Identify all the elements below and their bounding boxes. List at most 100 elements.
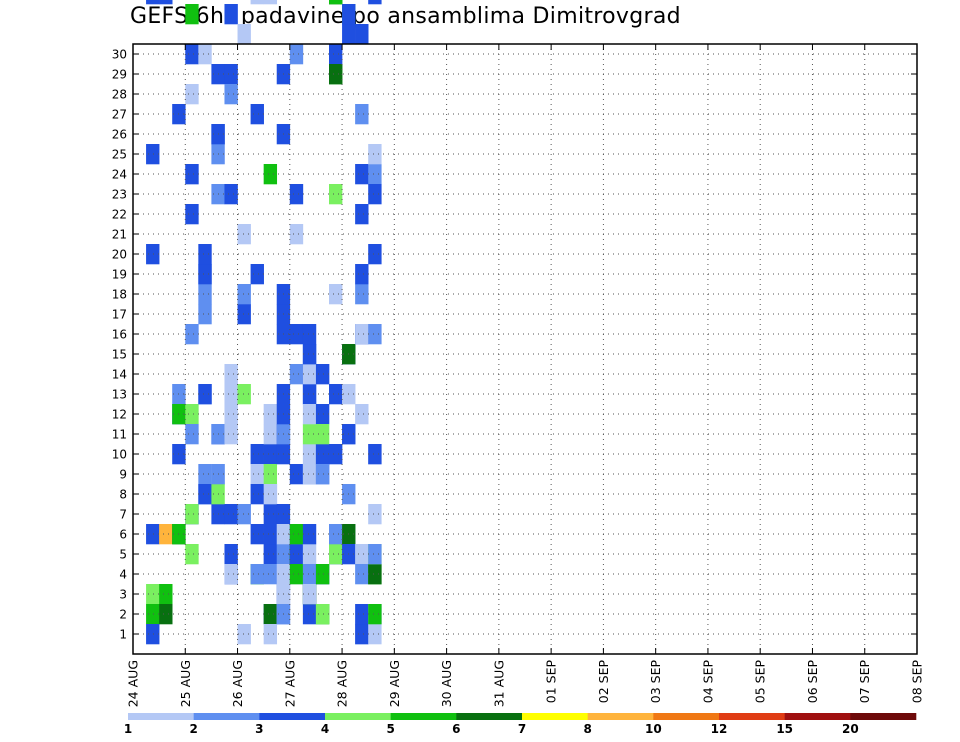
heatmap-cell (302, 584, 317, 605)
x-tick-label: 02 SEP (596, 660, 611, 704)
heatmap-cell (302, 544, 317, 565)
colorbar-swatch (456, 713, 523, 720)
y-tick-label: 16 (112, 328, 127, 342)
heatmap-cell (146, 524, 160, 545)
heatmap-cell (368, 544, 382, 565)
x-tick-label: 01 SEP (544, 660, 559, 704)
heatmap-cell (315, 404, 330, 425)
heatmap-cell (250, 524, 264, 545)
heatmap-cell (159, 604, 173, 625)
heatmap-cell (237, 384, 251, 405)
heatmap-cell (302, 344, 317, 365)
y-axis-ticks: 1234567891011121314151617181920212223242… (112, 48, 917, 642)
heatmap-cell (185, 204, 199, 225)
heatmap-cell (355, 564, 369, 585)
heatmap-cell (263, 624, 278, 645)
heatmap-cell (185, 544, 199, 565)
colorbar-swatch (193, 713, 260, 720)
y-tick-label: 11 (112, 428, 127, 442)
y-tick-label: 2 (119, 608, 127, 622)
y-tick-label: 27 (112, 108, 127, 122)
heatmap-cell (289, 44, 304, 65)
heatmap-cell (263, 524, 278, 545)
colorbar-label: 5 (386, 722, 394, 736)
heatmap-cell (146, 624, 160, 645)
heatmap-cell (289, 224, 304, 245)
heatmap-cell (329, 184, 343, 205)
heatmap-cell (198, 464, 212, 485)
heatmap-cell (289, 524, 304, 545)
heatmap-cell (250, 104, 264, 125)
y-tick-label: 8 (119, 488, 127, 502)
heatmap-cell (263, 464, 278, 485)
heatmap-cell (237, 504, 251, 525)
heatmap-cell (355, 24, 369, 45)
heatmap-cell (329, 64, 343, 85)
heatmap-cell (302, 444, 317, 465)
heatmap-cell (355, 204, 369, 225)
heatmap-cell (224, 424, 238, 445)
heatmap-cell (368, 244, 382, 265)
heatmap-cell (185, 164, 199, 185)
colorbar-label: 10 (645, 722, 662, 736)
heatmap-cell (263, 164, 278, 185)
y-tick-label: 14 (112, 368, 127, 382)
heatmap-cell (302, 384, 317, 405)
heatmap-cell (263, 504, 278, 525)
heatmap-cell (224, 384, 238, 405)
heatmap-cell (302, 464, 317, 485)
y-tick-label: 30 (112, 48, 127, 62)
y-tick-label: 23 (112, 188, 127, 202)
heatmap-cell (146, 0, 160, 5)
heatmap-cell (263, 484, 278, 505)
colorbar-label: 15 (776, 722, 793, 736)
x-tick-label: 07 SEP (857, 660, 872, 704)
heatmap-cell (289, 564, 304, 585)
heatmap-cell (368, 164, 382, 185)
heatmap-cell (185, 424, 199, 445)
heatmap-cell (329, 544, 343, 565)
heatmap-cell (250, 264, 264, 285)
heatmap-cell (289, 544, 304, 565)
y-tick-label: 19 (112, 268, 127, 282)
y-tick-label: 12 (112, 408, 127, 422)
y-tick-label: 17 (112, 308, 127, 322)
heatmap-cell (198, 484, 212, 505)
heatmap-cell (302, 604, 317, 625)
heatmap-cell (237, 224, 251, 245)
heatmap-cell (315, 564, 330, 585)
heatmap-cell (368, 0, 382, 5)
y-tick-label: 21 (112, 228, 127, 242)
heatmap-cell (198, 304, 212, 325)
heatmap-cell (198, 244, 212, 265)
heatmap-cell (355, 164, 369, 185)
heatmap-cell (250, 484, 264, 505)
colorbar-label: 12 (711, 722, 728, 736)
heatmap-cell (185, 4, 199, 25)
heatmap-cell (185, 324, 199, 345)
x-tick-label: 28 AUG (335, 660, 350, 707)
heatmap-cell (355, 324, 369, 345)
y-tick-label: 10 (112, 448, 127, 462)
heatmap-cell (355, 544, 369, 565)
heatmap-cell (146, 604, 160, 625)
heatmap-cell (329, 0, 343, 5)
heatmap-cell (250, 444, 264, 465)
heatmap-cell (355, 104, 369, 125)
colorbar-label: 1 (124, 722, 132, 736)
heatmap-cell (302, 524, 317, 545)
heatmap-cell (250, 564, 264, 585)
heatmap-cell (146, 584, 160, 605)
heatmap-cell (342, 4, 356, 25)
x-tick-label: 26 AUG (230, 660, 245, 707)
heatmap-cell (368, 324, 382, 345)
colorbar: 1 2 3 4 5 6 7 8 10 12 15 20 (124, 713, 917, 736)
heatmap-cell (250, 0, 264, 5)
y-tick-label: 3 (119, 588, 127, 602)
heatmap-cell (237, 624, 251, 645)
heatmap-cell (198, 284, 212, 305)
heatmap-cell (289, 324, 304, 345)
colorbar-swatch (850, 713, 917, 720)
heatmap-cell (368, 564, 382, 585)
